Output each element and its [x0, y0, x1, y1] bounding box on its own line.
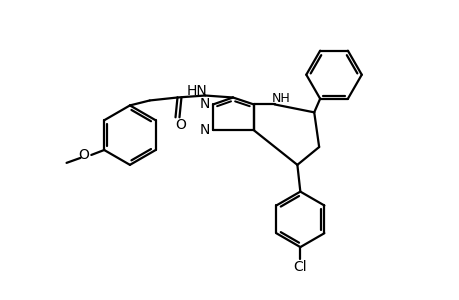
Text: O: O: [174, 118, 185, 132]
Text: O: O: [78, 148, 89, 162]
Text: N: N: [200, 123, 210, 137]
Text: Cl: Cl: [293, 260, 307, 274]
Text: N: N: [200, 98, 210, 111]
Text: HN: HN: [186, 84, 207, 98]
Text: NH: NH: [272, 92, 290, 105]
